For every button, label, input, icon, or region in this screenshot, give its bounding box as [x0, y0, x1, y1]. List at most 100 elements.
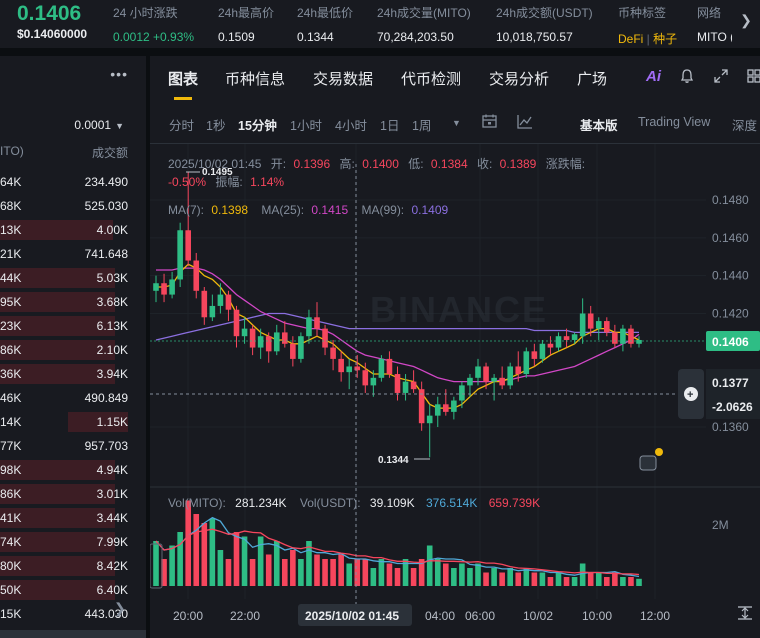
calendar-icon[interactable]	[481, 113, 498, 133]
order-book-row[interactable]: 68K 525.030	[0, 194, 146, 218]
depth-bar	[0, 484, 116, 504]
order-book-row[interactable]: 36K 3.94K	[0, 362, 146, 386]
tag-defi[interactable]: DeFi	[618, 32, 644, 46]
add-alert-button[interactable]	[684, 387, 698, 401]
order-book-row[interactable]: 13K 4.00K	[0, 218, 146, 242]
order-book-amount: 68K	[0, 199, 22, 213]
dropdown-caret-icon[interactable]: ▼	[452, 118, 461, 128]
scale-reset-icon[interactable]	[738, 606, 752, 620]
vol-mito-label: Vol(MITO):	[168, 496, 226, 510]
order-book-total: 443.030	[84, 607, 128, 621]
depth-bar	[0, 364, 116, 384]
order-book-footer	[0, 630, 146, 638]
candle-body	[338, 358, 344, 373]
stat-label: 24h成交量(MITO)	[377, 6, 471, 20]
volume-bar	[443, 563, 449, 586]
volume-bar	[571, 577, 578, 586]
bell-icon[interactable]	[679, 68, 695, 88]
candle-body	[587, 313, 594, 329]
scroll-handle[interactable]	[150, 543, 163, 589]
candle-body	[306, 317, 312, 337]
order-book-total: 5.03K	[96, 271, 128, 285]
interval-1w[interactable]: 1周	[412, 119, 432, 133]
order-book-row[interactable]: 14K 1.15K	[0, 410, 146, 434]
notification-dot-icon	[655, 448, 663, 456]
order-book-row[interactable]: 23K 6.13K	[0, 314, 146, 338]
candle-body	[547, 343, 554, 348]
ohlc-high-label: 高:	[340, 156, 355, 171]
tag-seed[interactable]: 种子	[653, 32, 678, 46]
plus-icon: +	[687, 389, 693, 401]
chevron-right-icon[interactable]: ❯	[732, 0, 760, 48]
stat-value: 0.1509	[218, 30, 255, 44]
last-price-tag-bg	[706, 331, 760, 351]
tab-trade-analysis[interactable]: 交易分析	[489, 71, 550, 88]
volume-bar	[161, 559, 167, 586]
order-book-row[interactable]: 77K 957.703	[0, 434, 146, 458]
order-book-row[interactable]: 98K 4.94K	[0, 458, 146, 482]
order-book: ••• 0.0001 ▼ ITO) 成交额 64K 234.490 68K 525.03…	[0, 56, 146, 638]
interval-1d[interactable]: 1日	[380, 119, 400, 133]
volume-bar	[370, 568, 377, 586]
chevron-right-icon[interactable]: ❯	[114, 600, 126, 616]
expand-icon[interactable]	[713, 68, 729, 88]
tab-coin-info[interactable]: 币种信息	[225, 71, 286, 88]
chart-mode-basic[interactable]: 基本版	[580, 119, 618, 133]
depth-bar	[0, 340, 116, 360]
ai-icon[interactable]: Ai	[646, 68, 661, 85]
tab-trade-data[interactable]: 交易数据	[313, 71, 374, 88]
volume-bar	[579, 563, 586, 586]
ohlc-change-label: 涨跌幅:	[546, 156, 585, 171]
note-icon[interactable]	[639, 455, 657, 471]
order-book-row[interactable]: 21K 741.648	[0, 242, 146, 266]
volume-legend: Vol(MITO): 281.234K Vol(USDT): 39.109K 3…	[168, 496, 540, 510]
order-book-row[interactable]: 44K 5.03K	[0, 266, 146, 290]
volume-bar	[539, 572, 546, 586]
order-book-total: 2.10K	[96, 343, 128, 357]
chart-mode-depth[interactable]: 深度	[732, 119, 758, 133]
stat-value: MITO (	[697, 30, 735, 44]
more-dots-icon[interactable]: •••	[110, 66, 128, 82]
candle-body	[233, 309, 240, 337]
candlestick-chart[interactable]: BINANCE 0.1495 0.1344 2025/10/02 01:45 开…	[150, 144, 760, 638]
stat-label: 网络	[697, 6, 722, 20]
depth-bar	[0, 556, 116, 576]
interval-4h[interactable]: 4小时	[335, 119, 367, 133]
candle-body	[426, 415, 433, 424]
order-book-row[interactable]: 41K 3.44K	[0, 506, 146, 530]
price-axis-tick: 0.1440	[712, 269, 749, 283]
order-book-row[interactable]: 15K 443.030	[0, 602, 146, 626]
candle-body	[298, 336, 304, 359]
precision-value: 0.0001	[74, 118, 112, 132]
tab-chart[interactable]: 图表	[168, 71, 199, 88]
candle-body	[177, 230, 183, 280]
interval-1s[interactable]: 1秒	[206, 119, 226, 133]
indicator-icon[interactable]	[516, 113, 534, 133]
volume-bar	[298, 559, 304, 586]
order-book-row[interactable]: 50K 6.40K	[0, 578, 146, 602]
order-book-row[interactable]: 86K 2.10K	[0, 338, 146, 362]
grid-icon[interactable]	[746, 68, 760, 88]
order-book-row[interactable]: 64K 234.490	[0, 170, 146, 194]
candle-body	[418, 389, 425, 424]
tab-token-check[interactable]: 代币检测	[401, 71, 462, 88]
order-book-total: 741.648	[84, 247, 128, 261]
stat-24h-volume: 24h成交量(MITO) 70,284,203.50	[377, 4, 471, 44]
precision-select[interactable]: 0.0001 ▼	[74, 118, 124, 132]
volume-bar	[515, 572, 522, 586]
candle-body	[257, 336, 264, 348]
order-book-row[interactable]: 46K 490.849	[0, 386, 146, 410]
crosshair-price: 0.1377	[712, 376, 749, 390]
order-book-row[interactable]: 80K 8.42K	[0, 554, 146, 578]
stat-label: 币种标签	[618, 6, 667, 20]
volume-bar	[547, 577, 554, 586]
interval-1h[interactable]: 1小时	[290, 119, 322, 133]
candle-body	[161, 283, 167, 295]
order-book-row[interactable]: 86K 3.01K	[0, 482, 146, 506]
order-book-row[interactable]: 95K 3.68K	[0, 290, 146, 314]
tab-square[interactable]: 广场	[577, 71, 608, 88]
interval-time[interactable]: 分时	[169, 119, 195, 133]
order-book-row[interactable]: 74K 7.99K	[0, 530, 146, 554]
chart-mode-tradingview[interactable]: Trading View	[638, 115, 711, 129]
interval-15m[interactable]: 15分钟	[238, 119, 277, 133]
